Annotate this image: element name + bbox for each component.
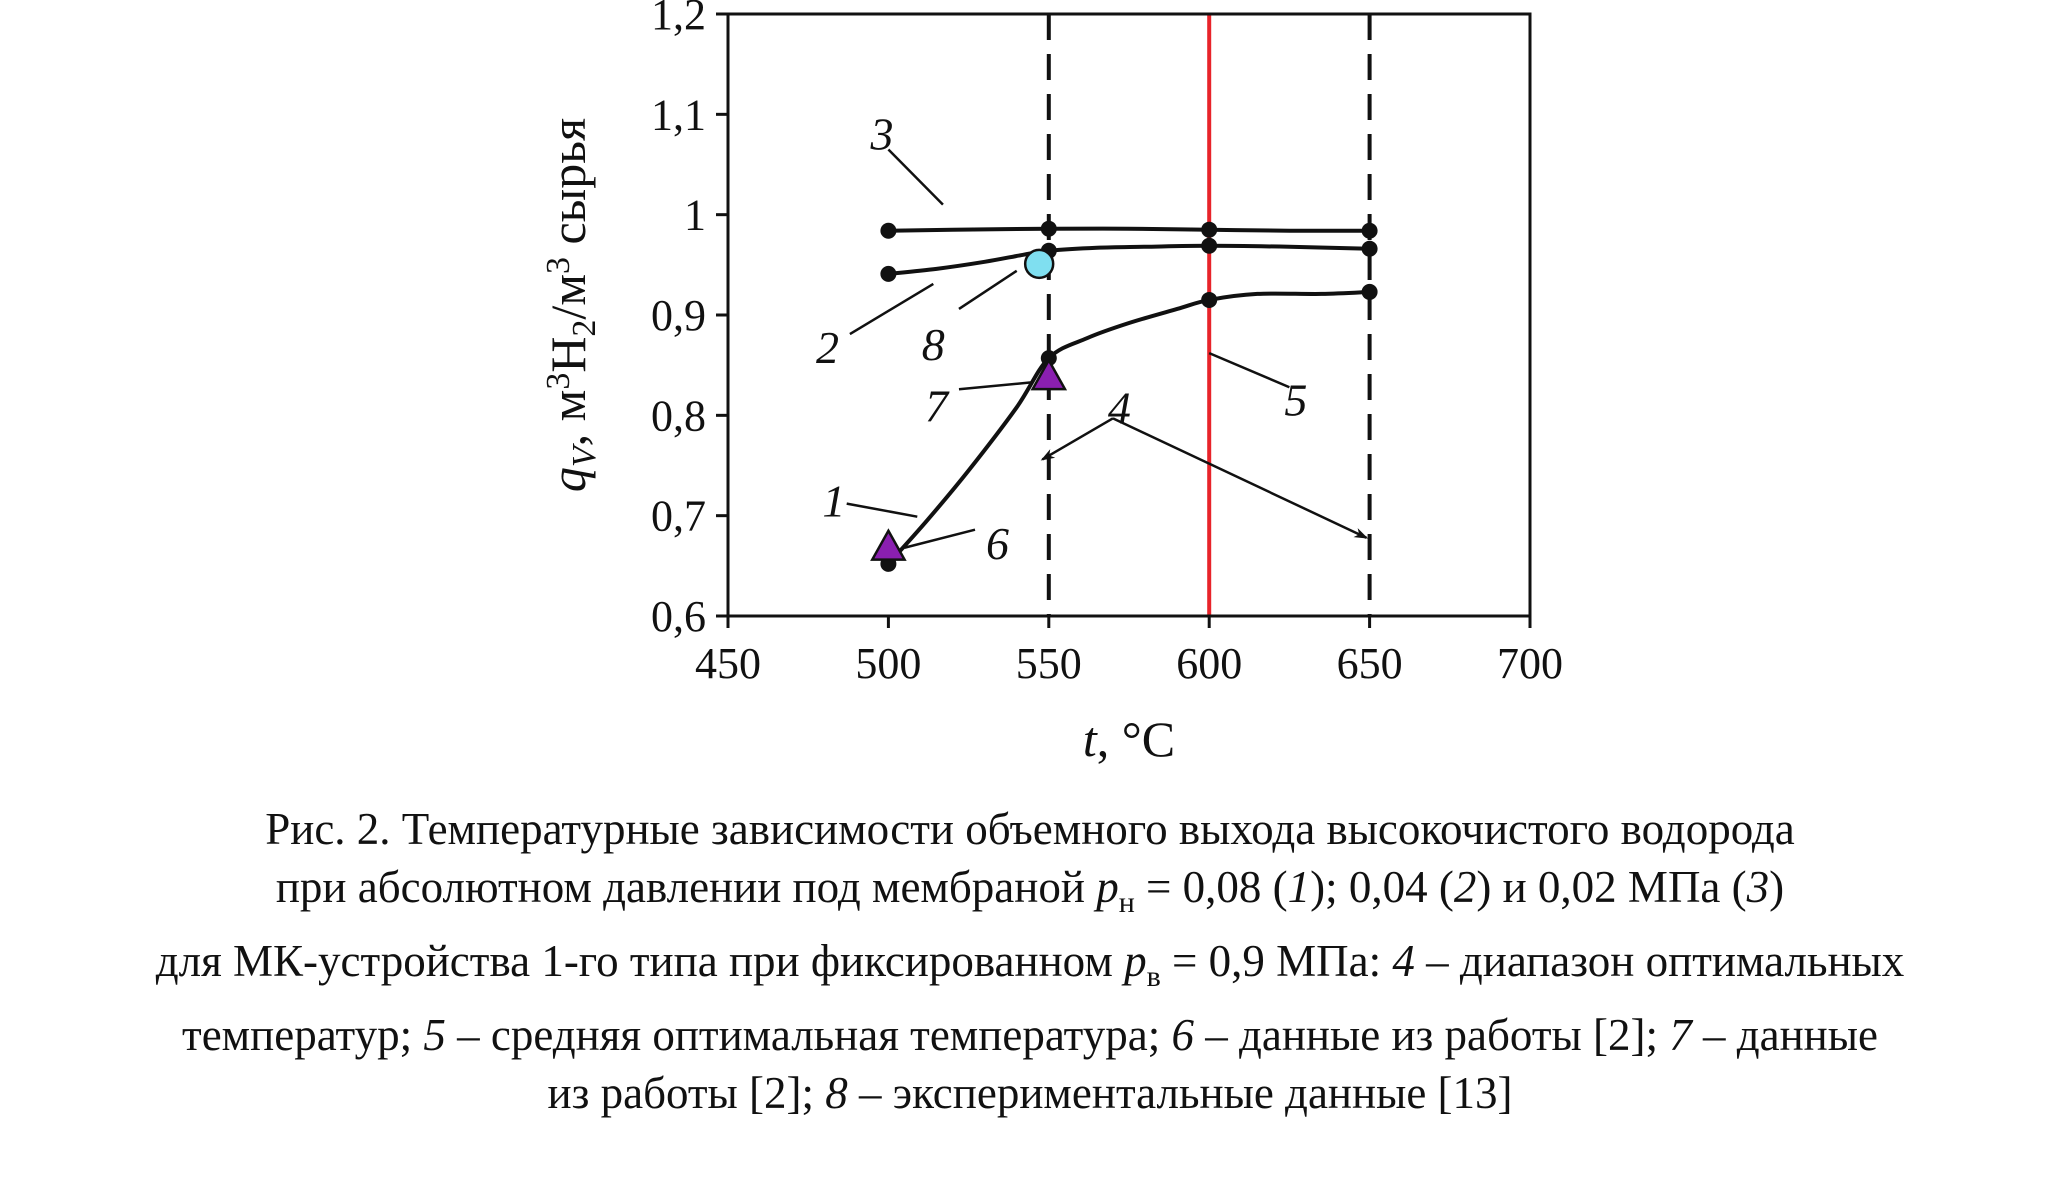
series-3-point-2 bbox=[1040, 220, 1057, 237]
leader-line-4 bbox=[1040, 417, 1114, 461]
annotation-label-3: 3 bbox=[869, 108, 893, 159]
caption-text: – средняя оптимальная температура; bbox=[445, 1010, 1172, 1060]
caption-curve-number: 1 bbox=[1287, 862, 1311, 912]
y-tick-label: 1 bbox=[684, 191, 706, 240]
caption-text: ) bbox=[1769, 862, 1785, 912]
x-tick-label: 700 bbox=[1497, 639, 1563, 688]
series-1-point-3 bbox=[1201, 291, 1218, 308]
caption-line-1-text: Рис. 2. Температурные зависимости объемн… bbox=[265, 804, 1795, 854]
caption-curve-number: 4 bbox=[1392, 936, 1415, 986]
x-tick-label: 600 bbox=[1176, 639, 1242, 688]
y-tick-label: 1,2 bbox=[651, 0, 706, 39]
series-line-3 bbox=[888, 226, 1370, 233]
caption-subscript: в bbox=[1146, 960, 1161, 993]
y-axis-title-var: q bbox=[540, 467, 596, 492]
leader-line-2 bbox=[849, 282, 934, 336]
x-tick-label: 450 bbox=[695, 639, 761, 688]
caption-curve-number: 2 bbox=[1453, 862, 1477, 912]
y-axis-title-mid: , м bbox=[540, 390, 596, 447]
series-3-point-4 bbox=[1361, 222, 1378, 239]
x-tick-label: 650 bbox=[1337, 639, 1403, 688]
series-line-1 bbox=[886, 289, 1370, 566]
leader-line-5 bbox=[1208, 351, 1290, 389]
annotation-label-5: 5 bbox=[1284, 374, 1307, 425]
caption-curve-number: 6 bbox=[1171, 1010, 1194, 1060]
leader-line-8 bbox=[958, 269, 1018, 311]
leader-line-7 bbox=[958, 380, 1033, 391]
annotation-label-8: 8 bbox=[922, 319, 945, 370]
series-2-point-4 bbox=[1361, 240, 1378, 257]
y-tick-label: 1,1 bbox=[651, 90, 706, 139]
caption-line-3: для МК-устройства 1-го типа при фиксиров… bbox=[0, 932, 2060, 1006]
caption-text: – данные из работы [2]; bbox=[1193, 1010, 1670, 1060]
y-axis-title-h: H bbox=[540, 337, 596, 373]
series-line-2 bbox=[888, 243, 1370, 276]
caption-text: температур; bbox=[182, 1010, 424, 1060]
leader-line-6 bbox=[904, 528, 976, 549]
caption-subscript: н bbox=[1118, 886, 1135, 919]
caption-curve-number: 7 bbox=[1669, 1010, 1692, 1060]
annotation-label-4: 4 bbox=[1108, 382, 1131, 433]
leader-line-4-b bbox=[1112, 417, 1369, 539]
y-tick-label: 0,6 bbox=[651, 592, 706, 641]
y-axis-title-sup2: 3 bbox=[540, 257, 577, 274]
x-axis-title-unit: , °C bbox=[1097, 711, 1175, 767]
annotation-label-6: 6 bbox=[986, 518, 1009, 569]
y-tick-label: 0,7 bbox=[651, 492, 706, 541]
y-tick-label: 0,8 bbox=[651, 391, 706, 440]
plot-area-frame bbox=[726, 12, 1532, 618]
leader-line-3 bbox=[887, 148, 944, 206]
x-axis-title: t, °C bbox=[1083, 711, 1175, 767]
caption-symbol: p bbox=[1124, 936, 1147, 986]
annotation-label-2: 2 bbox=[816, 322, 839, 373]
leader-line-1 bbox=[846, 502, 918, 518]
series-2-point-3 bbox=[1201, 237, 1218, 254]
caption-curve-number: 5 bbox=[423, 1010, 446, 1060]
caption-text: при абсолютном давлении под мембраной bbox=[275, 862, 1097, 912]
annotation-label-7: 7 bbox=[925, 380, 950, 431]
caption-text: = 0,08 ( bbox=[1134, 862, 1288, 912]
caption-line-5: из работы [2]; 8 – экспериментальные дан… bbox=[0, 1064, 2060, 1122]
caption-text: ); 0,04 ( bbox=[1310, 862, 1454, 912]
y-axis-title-per: /м bbox=[540, 274, 596, 320]
marker-8-circle bbox=[1023, 248, 1055, 280]
series-1-point-4 bbox=[1361, 283, 1378, 300]
y-axis-title-h-sub: 2 bbox=[566, 320, 603, 337]
caption-text: – данные bbox=[1691, 1010, 1878, 1060]
caption-symbol: p bbox=[1096, 862, 1119, 912]
annotation-label-1: 1 bbox=[822, 476, 845, 527]
chart: 0,6 0,7 0,8 0,9 1 1,1 1,2 450 500 550 600 650 700 1… bbox=[540, 0, 1563, 767]
x-tick-label: 500 bbox=[855, 639, 921, 688]
caption-line-1: Рис. 2. Температурные зависимости объемн… bbox=[0, 800, 2060, 858]
caption-text: для МК-устройства 1-го типа при фиксиров… bbox=[155, 936, 1125, 986]
x-tick-label: 550 bbox=[1016, 639, 1082, 688]
series-2-point-1 bbox=[880, 265, 897, 282]
caption-curve-number: 3 bbox=[1746, 862, 1770, 912]
series-3-point-3 bbox=[1201, 221, 1218, 238]
caption-text: = 0,9 МПа: bbox=[1160, 936, 1393, 986]
marker-6-triangle bbox=[870, 528, 907, 561]
caption-curve-number: 8 bbox=[825, 1068, 848, 1118]
y-axis-title-sup1: 3 bbox=[540, 373, 577, 390]
caption-text: ) и 0,02 МПа ( bbox=[1476, 862, 1747, 912]
y-axis-title: qV, м3H2/м3 сырья bbox=[540, 118, 603, 492]
caption-text: – диапазон оптимальных bbox=[1414, 936, 1905, 986]
series-3-point-1 bbox=[880, 222, 897, 239]
caption-text: – экспериментальные данные [13] bbox=[847, 1068, 1513, 1118]
y-axis-title-tail: сырья bbox=[540, 118, 596, 257]
x-axis-title-var: t bbox=[1083, 711, 1098, 767]
caption-text: из работы [2]; bbox=[547, 1068, 826, 1118]
y-tick-label: 0,9 bbox=[651, 291, 706, 340]
caption-line-4: температур; 5 – средняя оптимальная темп… bbox=[0, 1006, 2060, 1064]
caption-line-2: при абсолютном давлении под мембраной pн… bbox=[0, 858, 2060, 932]
figure-caption: Рис. 2. Температурные зависимости объемн… bbox=[0, 800, 2060, 1122]
marker-7-triangle bbox=[1030, 357, 1068, 391]
